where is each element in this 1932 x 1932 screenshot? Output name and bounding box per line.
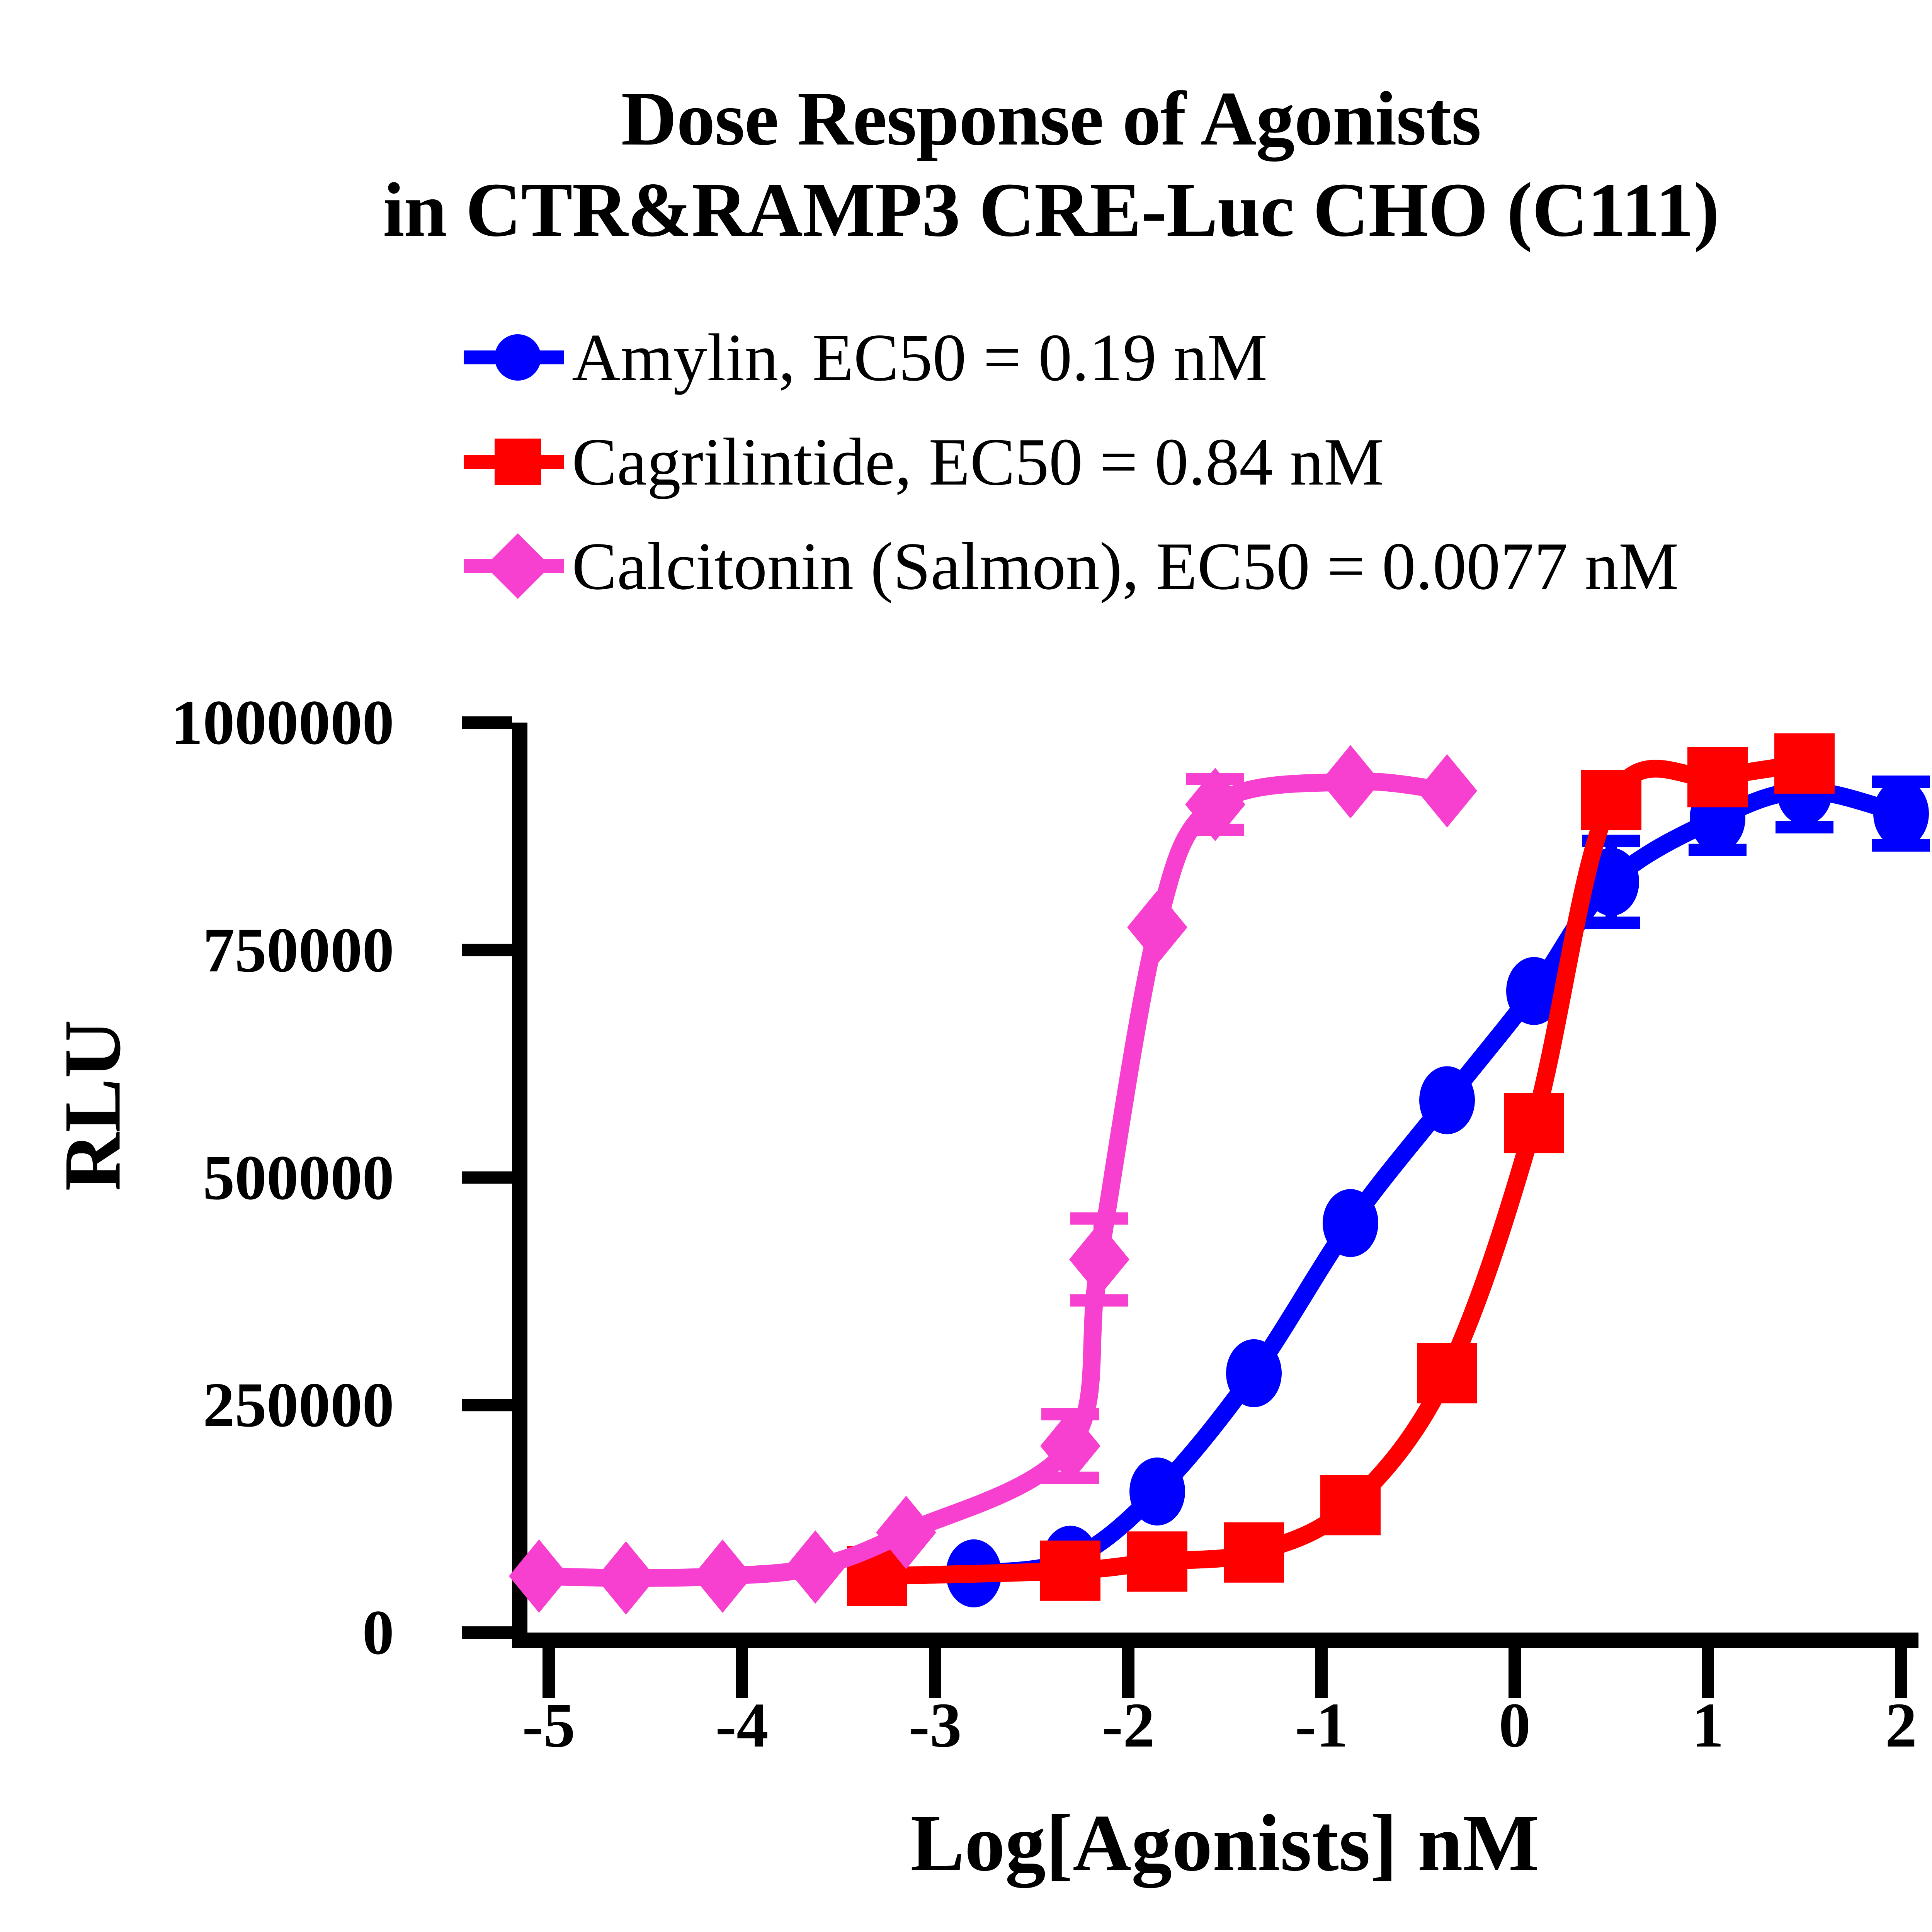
data-point-marker[interactable] [596,1541,656,1615]
error-bar-cap [1582,917,1640,929]
data-point-marker[interactable] [509,1539,569,1613]
y-axis-tick-label: 0 [362,1597,395,1668]
legend-label-cagrilintide: Cagrilintide, EC50 = 0.84 nM [572,424,1384,499]
x-axis-tick [1509,1648,1521,1698]
chart-legend: Amylin, EC50 = 0.19 nM Cagrilintide, EC5… [456,305,1932,618]
y-axis-tick-label: 250000 [203,1369,394,1440]
legend-label-calcitonin: Calcitonin (Salmon), EC50 = 0.0077 nM [572,528,1679,604]
legend-item-calcitonin[interactable]: Calcitonin (Salmon), EC50 = 0.0077 nM [456,514,1932,618]
x-axis-tick-label: 0 [1498,1690,1531,1760]
x-axis-tick [929,1648,941,1698]
title-line-2: in CTR&RAMP3 CRE-Luc CHO (C111) [383,167,1719,253]
y-axis-tick [462,1171,512,1184]
x-axis-tick [736,1648,748,1698]
data-point-marker[interactable] [1774,733,1835,794]
y-axis-tick [462,944,512,956]
series-calcitonin-salmon- [509,745,1477,1615]
data-point-marker[interactable] [1687,747,1748,808]
error-bar-cap [1070,1294,1128,1307]
x-axis-tick [1122,1648,1134,1698]
x-axis-tick-label: -1 [1295,1690,1348,1760]
data-point-marker[interactable] [692,1539,753,1613]
data-point-marker[interactable] [1419,1066,1475,1134]
data-point-marker[interactable] [1127,1531,1187,1592]
y-axis-line [512,723,527,1648]
data-point-marker[interactable] [876,1495,936,1569]
x-axis-tick [1895,1648,1907,1698]
error-bar-cap [1070,1212,1128,1225]
x-axis-tick-label: 2 [1885,1690,1917,1760]
legend-swatch-amylin [456,319,572,396]
x-axis-tick-label: 1 [1692,1690,1724,1760]
data-point-marker[interactable] [1226,1339,1282,1407]
x-axis-tick-label: -5 [522,1690,575,1760]
legend-swatch-cagrilintide [456,423,572,500]
legend-swatch-calcitonin [456,527,572,605]
data-point-marker[interactable] [1320,1475,1381,1536]
legend-item-amylin[interactable]: Amylin, EC50 = 0.19 nM [456,305,1932,410]
y-axis-tick [462,716,512,729]
y-axis-tick [462,1626,512,1639]
x-axis-tick-label: -4 [715,1690,769,1760]
title-line-1: Dose Response of Agonists [621,76,1481,162]
data-point-marker[interactable] [1504,1093,1564,1153]
data-point-marker[interactable] [1040,1409,1100,1483]
data-point-marker[interactable] [1320,745,1381,819]
square-icon [495,439,541,485]
data-point-marker[interactable] [1506,957,1562,1025]
series-curve [868,755,1813,1585]
data-point-marker[interactable] [1127,890,1187,964]
data-point-marker[interactable] [1040,1540,1100,1601]
data-point-marker[interactable] [1581,770,1641,830]
y-axis-tick-label: 750000 [203,914,394,985]
y-axis-tick-label: 1000000 [171,687,395,758]
legend-label-amylin: Amylin, EC50 = 0.19 nM [572,320,1268,395]
legend-item-cagrilintide[interactable]: Cagrilintide, EC50 = 0.84 nM [456,410,1932,514]
data-point-marker[interactable] [1417,754,1477,828]
x-axis-tick [1702,1648,1714,1698]
data-point-marker[interactable] [1873,779,1929,848]
data-point-marker[interactable] [1069,1223,1129,1296]
data-point-marker[interactable] [1129,1457,1185,1526]
x-axis-label: Log[Agonists] nM [910,1798,1539,1888]
x-axis-tick [543,1648,555,1698]
series-cagrilintide [847,733,1835,1606]
page-title: Dose Response of Agonists in CTR&RAMP3 C… [0,73,1932,256]
data-point-marker[interactable] [1224,1522,1284,1583]
x-axis-tick-label: -2 [1102,1690,1155,1760]
data-point-marker[interactable] [1185,767,1245,841]
y-axis-tick-label: 500000 [203,1142,394,1213]
circle-icon [495,334,541,381]
x-axis-tick-label: -3 [908,1690,962,1760]
x-axis-tick [1315,1648,1328,1698]
data-point-marker[interactable] [1417,1343,1477,1403]
x-axis-line [512,1633,1918,1648]
data-point-marker[interactable] [785,1530,845,1604]
data-point-marker[interactable] [1323,1189,1378,1257]
series-curve [530,772,1456,1587]
y-axis-tick [462,1399,512,1412]
